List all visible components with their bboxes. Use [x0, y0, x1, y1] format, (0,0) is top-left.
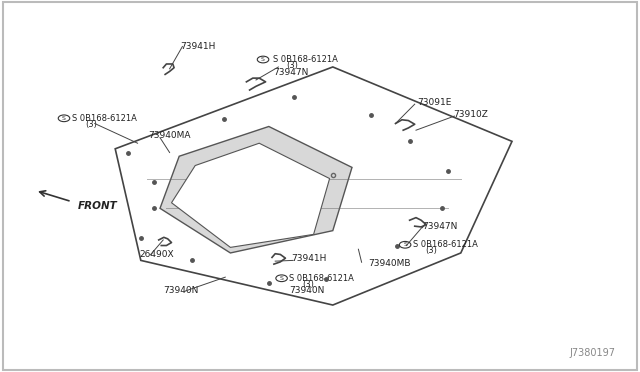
Polygon shape	[172, 143, 330, 247]
Text: S 0B168-6121A: S 0B168-6121A	[289, 274, 354, 283]
Text: 73940N: 73940N	[289, 286, 324, 295]
Text: 73941H: 73941H	[180, 42, 216, 51]
Text: 73941H: 73941H	[291, 254, 326, 263]
Text: S 0B168-6121A: S 0B168-6121A	[273, 55, 338, 64]
Text: 73947N: 73947N	[422, 222, 458, 231]
Text: 73910Z: 73910Z	[453, 110, 488, 119]
Text: 73940MB: 73940MB	[368, 259, 410, 268]
Text: S: S	[261, 57, 265, 62]
Text: FRONT: FRONT	[78, 202, 118, 211]
Text: 26490X: 26490X	[140, 250, 174, 259]
Text: S 0B168-6121A: S 0B168-6121A	[72, 114, 136, 123]
Text: S: S	[403, 242, 407, 247]
Text: 73940N: 73940N	[163, 286, 198, 295]
Text: S: S	[62, 116, 66, 121]
Text: J7380197: J7380197	[570, 349, 616, 358]
Text: S 0B168-6121A: S 0B168-6121A	[413, 240, 477, 249]
Text: 73940MA: 73940MA	[148, 131, 191, 140]
Text: (3): (3)	[85, 120, 97, 129]
Text: (3): (3)	[302, 280, 314, 289]
Text: S: S	[280, 276, 284, 281]
Text: 73091E: 73091E	[417, 98, 452, 107]
Polygon shape	[160, 126, 352, 253]
Text: (3): (3)	[426, 246, 438, 255]
Text: 73947N: 73947N	[273, 68, 308, 77]
Text: (3): (3)	[287, 61, 299, 70]
